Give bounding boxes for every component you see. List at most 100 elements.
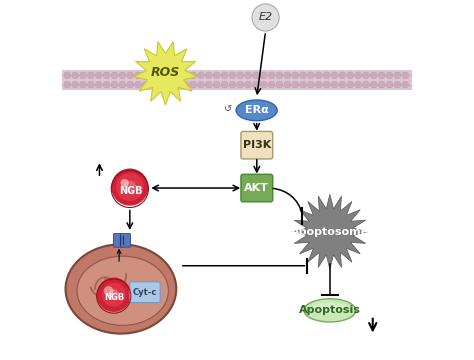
Circle shape (252, 4, 279, 31)
Text: ERα: ERα (245, 105, 269, 115)
Circle shape (150, 72, 157, 79)
Circle shape (363, 72, 369, 79)
FancyBboxPatch shape (241, 131, 273, 159)
Circle shape (182, 72, 189, 79)
Text: NGB: NGB (104, 293, 125, 302)
Circle shape (190, 72, 196, 79)
Text: Apoptosome: Apoptosome (291, 227, 369, 237)
Circle shape (205, 72, 212, 79)
Circle shape (97, 278, 131, 312)
Circle shape (308, 81, 314, 88)
Polygon shape (134, 42, 198, 105)
Circle shape (190, 81, 196, 88)
Circle shape (347, 81, 354, 88)
Polygon shape (292, 194, 367, 269)
Circle shape (308, 72, 314, 79)
Text: AKT: AKT (245, 183, 269, 193)
Circle shape (127, 72, 134, 79)
Circle shape (237, 72, 244, 79)
Circle shape (339, 72, 346, 79)
Circle shape (198, 81, 204, 88)
Ellipse shape (304, 299, 356, 322)
Circle shape (108, 289, 119, 300)
Circle shape (229, 72, 236, 79)
Circle shape (103, 72, 110, 79)
Circle shape (292, 72, 299, 79)
Circle shape (119, 81, 126, 88)
Text: PI3K: PI3K (243, 140, 271, 150)
Circle shape (80, 81, 86, 88)
Ellipse shape (312, 303, 348, 313)
Circle shape (64, 81, 71, 88)
Circle shape (119, 72, 126, 79)
Circle shape (95, 72, 102, 79)
Circle shape (276, 81, 283, 88)
Circle shape (158, 81, 165, 88)
Circle shape (72, 72, 79, 79)
Circle shape (88, 72, 94, 79)
Circle shape (355, 81, 362, 88)
Circle shape (394, 72, 401, 79)
Circle shape (205, 81, 212, 88)
Circle shape (229, 81, 236, 88)
Circle shape (370, 72, 377, 79)
Circle shape (111, 81, 118, 88)
Circle shape (182, 81, 189, 88)
Circle shape (111, 168, 148, 206)
Circle shape (378, 72, 385, 79)
Circle shape (386, 72, 393, 79)
Circle shape (315, 81, 322, 88)
Circle shape (363, 81, 369, 88)
Ellipse shape (65, 244, 176, 334)
Circle shape (213, 81, 220, 88)
Circle shape (386, 81, 393, 88)
FancyBboxPatch shape (241, 174, 273, 202)
Circle shape (331, 81, 338, 88)
Circle shape (300, 72, 307, 79)
Text: Apoptosis: Apoptosis (299, 305, 361, 315)
Circle shape (111, 72, 118, 79)
FancyBboxPatch shape (62, 70, 412, 90)
Circle shape (143, 81, 149, 88)
Circle shape (323, 72, 330, 79)
Circle shape (120, 179, 129, 187)
Circle shape (135, 81, 141, 88)
Circle shape (95, 81, 102, 88)
Circle shape (347, 72, 354, 79)
Ellipse shape (77, 256, 168, 325)
Circle shape (174, 81, 181, 88)
Circle shape (158, 72, 165, 79)
Text: Cyt-c: Cyt-c (133, 288, 157, 297)
Text: ROS: ROS (151, 66, 180, 79)
Circle shape (284, 81, 291, 88)
Circle shape (260, 72, 267, 79)
Circle shape (150, 81, 157, 88)
Circle shape (237, 81, 244, 88)
Circle shape (116, 173, 144, 201)
Circle shape (284, 72, 291, 79)
Circle shape (135, 72, 141, 79)
FancyBboxPatch shape (130, 282, 160, 302)
Circle shape (64, 72, 71, 79)
Circle shape (143, 72, 149, 79)
Circle shape (402, 81, 409, 88)
Circle shape (292, 81, 299, 88)
Circle shape (80, 72, 86, 79)
Circle shape (166, 81, 173, 88)
Circle shape (402, 72, 409, 79)
Circle shape (103, 81, 110, 88)
Circle shape (127, 81, 134, 88)
FancyBboxPatch shape (120, 234, 130, 247)
Text: ↺: ↺ (224, 104, 233, 113)
Circle shape (174, 72, 181, 79)
Circle shape (221, 72, 228, 79)
Circle shape (198, 72, 204, 79)
Circle shape (355, 72, 362, 79)
Circle shape (221, 81, 228, 88)
Circle shape (123, 181, 137, 194)
Circle shape (331, 72, 338, 79)
Circle shape (260, 81, 267, 88)
Circle shape (315, 72, 322, 79)
Circle shape (339, 81, 346, 88)
Circle shape (72, 81, 79, 88)
